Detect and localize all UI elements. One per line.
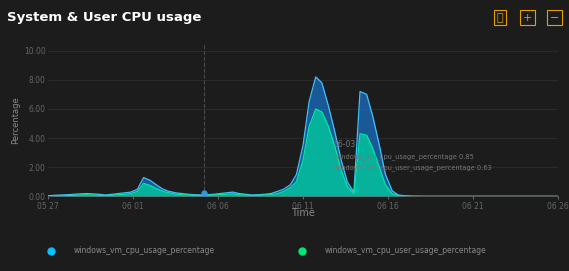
- Text: −: −: [550, 13, 559, 22]
- Text: Time: Time: [291, 208, 315, 218]
- Text: windows_vm_cpu_user_usage_percentage 0.63: windows_vm_cpu_user_usage_percentage 0.6…: [333, 164, 491, 171]
- Text: windows_vm_cpu_usage_percentage 0.85: windows_vm_cpu_usage_percentage 0.85: [333, 154, 473, 160]
- Y-axis label: Percentage: Percentage: [11, 96, 20, 144]
- Text: 06-03: 06-03: [333, 140, 356, 149]
- Text: windows_vm_cpu_usage_percentage: windows_vm_cpu_usage_percentage: [74, 246, 215, 255]
- Text: +: +: [523, 13, 532, 22]
- Text: ⤢: ⤢: [497, 13, 504, 22]
- Text: windows_vm_cpu_user_usage_percentage: windows_vm_cpu_user_usage_percentage: [324, 246, 486, 255]
- Text: System & User CPU usage: System & User CPU usage: [7, 11, 202, 24]
